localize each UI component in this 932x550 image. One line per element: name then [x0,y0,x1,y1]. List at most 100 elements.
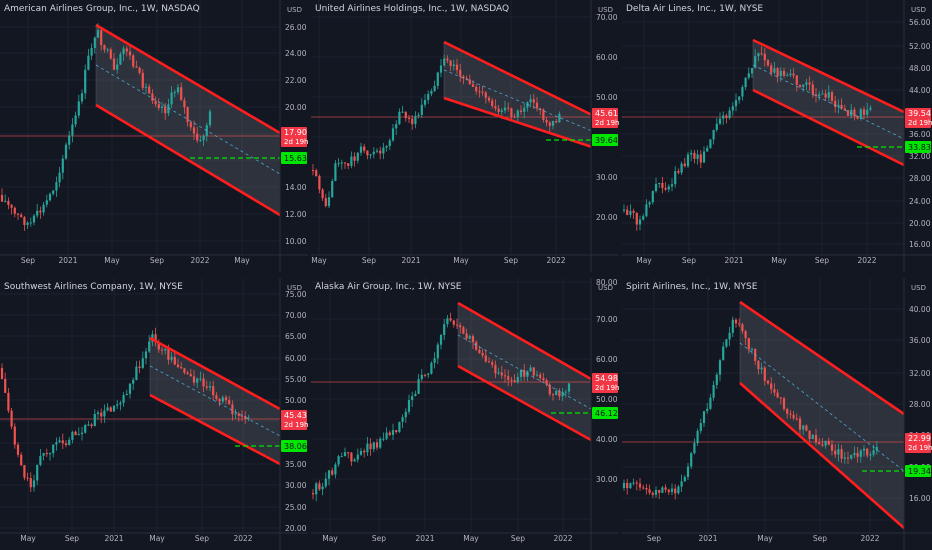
candle-body [74,115,77,125]
candle-body [869,107,872,110]
candle-body [135,366,138,380]
candle-body [180,87,183,101]
candle-body [770,65,773,73]
candle-body [173,92,176,94]
candle-body [449,60,452,67]
candle-body [202,136,205,141]
candle-body [4,378,7,393]
candle-body [821,93,824,95]
candle-body [363,146,366,151]
x-tick-label: Sep [362,256,376,265]
chart-panel-aal[interactable]: USD26.0024.0022.0020.0018.0016.0014.0012… [0,0,308,272]
candle-body [805,82,808,85]
candle-body [843,108,846,111]
candle-body [430,362,433,374]
candle-body [29,222,32,224]
candle-body [199,378,202,380]
candle-body [423,374,427,376]
y-tick-label: 55.00 [285,375,307,384]
candle-body [702,151,706,163]
chart-panel-ual[interactable]: USD70.0060.0050.0040.0030.0020.00MaySep2… [311,0,619,272]
support-value: 19.34 [908,467,931,476]
candle-body [452,320,455,325]
candle-body [766,60,770,66]
channel-upper-line [443,40,593,117]
support-value: 33.83 [908,143,931,152]
last-price-value: 54.98 [595,374,618,383]
candle-body [427,373,430,375]
chart-title: Alaska Air Group, Inc., 1W, NYSE [315,282,462,292]
candle-body [866,448,869,456]
candle-body [632,210,635,213]
countdown-label: 2d 19h [595,384,619,392]
candle-body [773,68,776,73]
y-tick-label: 70.00 [596,13,618,22]
y-tick-label: 30.00 [285,481,307,490]
y-tick-label: 70.00 [285,311,307,320]
candle-body [629,210,632,215]
candle-body [77,101,80,116]
candle-body [555,390,558,395]
candle-body [208,111,212,126]
candle-body [462,327,465,334]
candle-body [417,379,420,394]
last-price-value: 45.61 [595,109,618,118]
candle-body [337,456,340,465]
candle-body [693,152,696,159]
x-tick-label: May [234,256,250,265]
price-axis [904,278,932,550]
x-tick-label: 2021 [58,256,77,265]
candle-body [353,156,356,161]
candle-body [128,383,132,394]
y-tick-label: 16.00 [909,494,931,503]
candle-body [811,84,814,95]
candle-body [52,444,55,454]
candle-body [741,324,744,332]
candle-body [516,110,519,118]
chart-title: Southwest Airlines Company, 1W, NYSE [4,282,183,292]
candle-body [144,86,148,88]
y-tick-label: 36.00 [909,130,931,139]
chart-panel-luv[interactable]: USD75.0070.0065.0060.0055.0050.0045.0040… [0,278,308,550]
candle-body [664,487,667,490]
candle-body [648,202,651,205]
y-tick-label: 16.00 [909,240,931,249]
chart-panel-save[interactable]: USD40.0036.0032.0028.0024.0020.0016.00Se… [622,278,932,550]
candle-body [7,200,10,205]
candle-body [84,69,87,94]
candle-body [433,358,436,363]
y-tick-label: 20.00 [596,213,618,222]
chart-svg: USD40.0036.0032.0028.0024.0020.0016.00Se… [622,278,932,550]
candle-body [814,94,818,97]
candle-body [677,171,680,173]
candle-body [696,430,699,443]
channel-midline [149,365,281,437]
candle-body [795,418,798,420]
chart-panel-alk[interactable]: USD 80.00 70.00 60.00 50.00 40.00 30.00 May Sep 2… [311,278,619,550]
candle-body [715,123,718,130]
candle-body [494,364,497,374]
candle-body [818,442,821,445]
candle-body [103,410,106,417]
candle-body [96,30,100,38]
candle-body [395,124,398,129]
last-price-badge [905,108,931,128]
candle-body [420,374,423,380]
candle-body [626,482,629,489]
x-tick-label: May [453,256,469,265]
candle-body [215,395,218,399]
candle-body [754,56,757,69]
chart-panel-dal[interactable]: USD56.0052.0048.0044.0040.0036.0032.0028… [622,0,932,272]
candle-body [690,453,693,467]
candle-body [539,374,542,379]
candle-body [141,358,144,368]
channel-upper-line [739,300,905,416]
x-tick-label: Sep [647,534,661,543]
candle-body [674,488,677,494]
candle-body [535,374,539,376]
candle-body [779,70,782,77]
candle-body [186,372,189,375]
x-tick-label: Sep [504,256,518,265]
candle-body [196,133,199,141]
candle-body [548,384,551,395]
